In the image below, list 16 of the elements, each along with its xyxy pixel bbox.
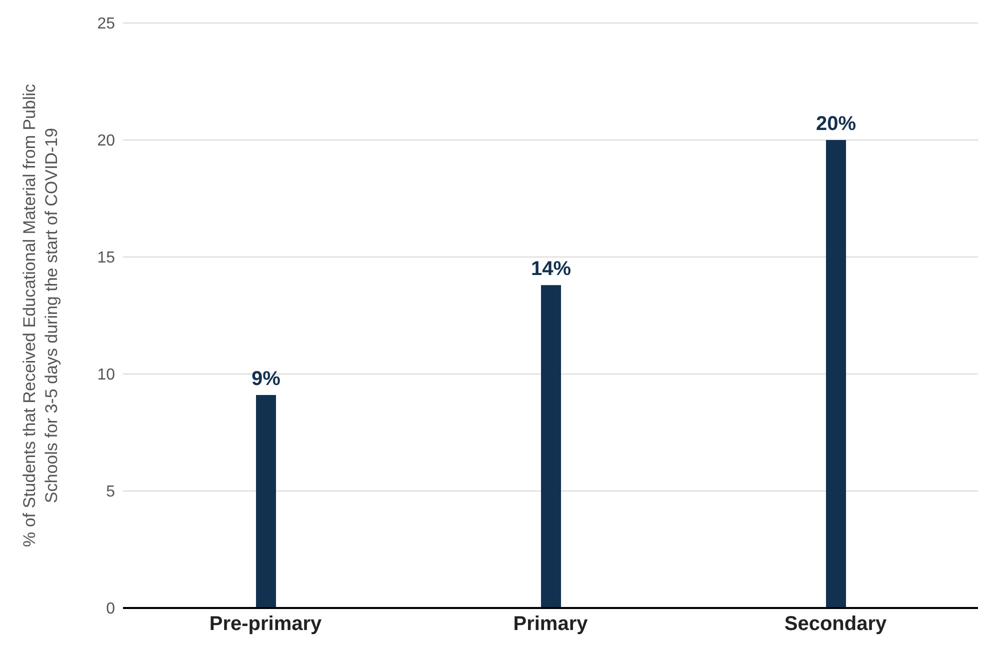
y-tick-label: 10 — [97, 366, 116, 384]
data-label: 14% — [530, 258, 572, 280]
y-tick-label: 0 — [106, 600, 116, 618]
y-tick-label: 20 — [97, 132, 116, 150]
x-tick-label: Pre-primary — [209, 613, 323, 636]
data-label: 9% — [252, 368, 281, 390]
x-tick-label: Primary — [513, 613, 589, 636]
y-tick-label: 15 — [97, 250, 116, 267]
y-axis-title: % of Students that Received Educational Material from Public Schools for 3-5 days during the start of COVID-19 — [20, 84, 61, 548]
y-tick-label: 25 — [97, 16, 116, 33]
x-tick-label: Secondary — [784, 613, 888, 636]
y-tick-label: 5 — [106, 484, 116, 501]
bar — [256, 395, 276, 608]
bar — [541, 285, 561, 608]
data-label: 20% — [816, 113, 856, 135]
bar — [826, 140, 846, 608]
